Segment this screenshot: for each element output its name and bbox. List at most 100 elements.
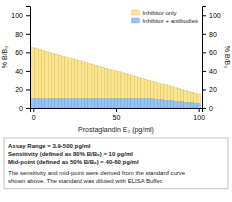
annotation-line: Sensitivity (defined as 80% B/B₀) = 10 p… [8, 151, 133, 157]
bar [128, 75, 131, 108]
bar [52, 53, 55, 108]
tick-mark [202, 15, 206, 16]
annotation-line: The sensitivity and mid-point were deriv… [8, 170, 186, 176]
bar [197, 94, 200, 108]
bar [118, 72, 121, 108]
tick-label: 100 [193, 114, 205, 121]
bar [184, 90, 187, 108]
tick: 100 [11, 12, 30, 19]
tick-label: 40 [209, 68, 217, 75]
bar [197, 103, 200, 108]
bar [190, 92, 193, 108]
tick-mark [202, 89, 206, 90]
bar [81, 99, 84, 108]
annotation-box [4, 138, 228, 189]
tick-label: 100 [11, 12, 23, 19]
bar [71, 59, 74, 108]
tick-label: 80 [15, 31, 23, 38]
legend-swatch [131, 18, 139, 23]
bar [174, 102, 177, 108]
tick: 100 [202, 12, 221, 19]
bar [177, 89, 180, 108]
bar [124, 99, 127, 108]
bar [104, 68, 107, 108]
tick-label: 40 [15, 68, 23, 75]
y-axis: 0 20 40 60 80 100 [11, 7, 30, 112]
bar-series [32, 48, 201, 108]
tick-mark [116, 108, 117, 112]
bar [101, 67, 104, 108]
y-axis-line [26, 7, 31, 109]
bar [154, 82, 157, 108]
tick: 60 [202, 49, 217, 56]
bar [184, 102, 187, 108]
tick-label: 60 [209, 49, 217, 56]
bar [68, 58, 71, 108]
bar [171, 101, 174, 108]
bar [88, 63, 91, 108]
bar [38, 99, 41, 108]
tick-mark [33, 108, 34, 112]
bar [38, 50, 41, 108]
bar [101, 99, 104, 108]
tick-label: 0 [19, 105, 23, 112]
bar [151, 81, 154, 108]
bar [35, 99, 38, 108]
tick: 80 [202, 31, 217, 38]
tick-label: 20 [15, 86, 23, 93]
bar [164, 85, 167, 108]
bar [171, 87, 174, 108]
bar [58, 99, 61, 108]
bar [161, 84, 164, 108]
bar [138, 77, 141, 108]
bar [114, 99, 117, 108]
tick: 0 [32, 108, 36, 121]
tick: 40 [202, 68, 217, 75]
bar [98, 66, 101, 108]
annotation: Assay Range = 3.9-500 pg/mlSensitivity (… [4, 138, 228, 189]
tick-mark [202, 108, 206, 109]
y2-axis-title: % B/B₀ [224, 46, 231, 68]
tick: 60 [15, 49, 30, 56]
legend-swatch [131, 10, 139, 15]
bar [131, 76, 134, 108]
bar [81, 62, 84, 108]
bar [167, 86, 170, 108]
x-axis-line [31, 109, 203, 113]
tick-label: 100 [209, 12, 221, 19]
bar [55, 99, 58, 108]
bar [181, 89, 184, 108]
x-axis-title: Prostaglandin E₂ (pg/ml) [78, 126, 154, 134]
tick-label: 0 [32, 114, 36, 121]
tick: 80 [15, 31, 30, 38]
tick-mark [26, 52, 30, 53]
bar [91, 64, 94, 108]
bar [174, 88, 177, 108]
bar [78, 61, 81, 108]
bar [108, 69, 111, 108]
bar [128, 99, 131, 108]
bar [141, 99, 144, 108]
bar [124, 74, 127, 108]
bar [151, 99, 154, 108]
bar [164, 101, 167, 108]
bar [111, 99, 114, 108]
bar [138, 99, 141, 108]
tick-label: 60 [15, 49, 23, 56]
tick-label: 80 [209, 31, 217, 38]
bar [187, 91, 190, 108]
y2-axis: 020406080100 [202, 7, 221, 112]
bar [144, 79, 147, 108]
y2-axis-line [203, 7, 207, 109]
annotation-line: Mid-point (defined as 50% B/B₀) = 40-60 … [8, 159, 139, 165]
bar [91, 99, 94, 108]
x-axis: 0 50 100 [31, 108, 206, 121]
annotation-line: shown above. The standard was diluted wi… [8, 178, 164, 184]
bar [131, 99, 134, 108]
bar [75, 60, 78, 108]
bar [194, 103, 197, 108]
bar [95, 65, 98, 108]
bar [167, 101, 170, 108]
bar [154, 100, 157, 108]
tick: 50 [113, 108, 121, 121]
